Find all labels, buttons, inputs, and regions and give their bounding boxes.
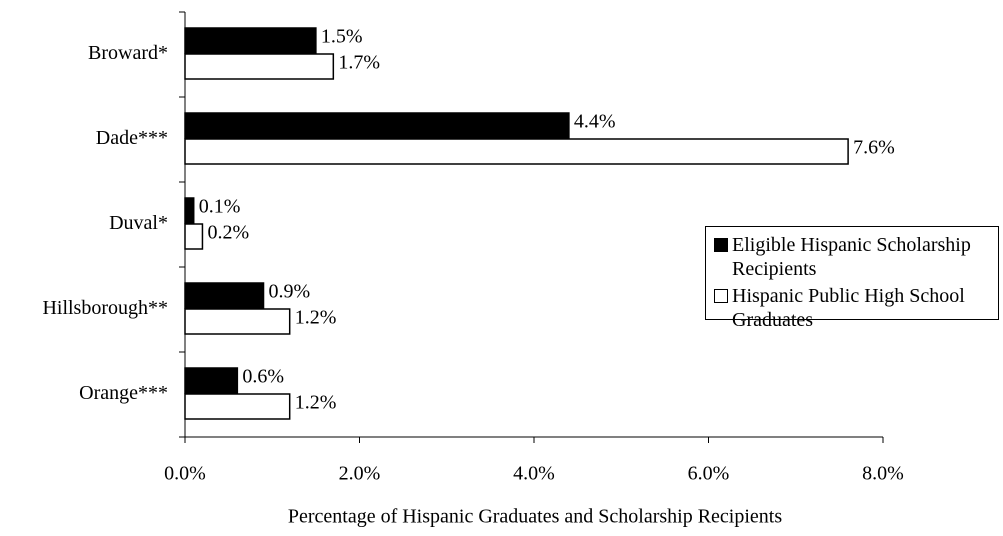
y-tick-label: Hillsborough** [42, 297, 168, 319]
value-label: 1.2% [295, 392, 337, 414]
legend-swatch [714, 289, 728, 303]
y-tick-label: Orange*** [79, 382, 168, 404]
value-label: 0.2% [207, 222, 249, 244]
x-tick-label: 6.0% [688, 463, 730, 485]
bar [184, 367, 239, 394]
x-tick-label: 0.0% [164, 463, 206, 485]
bar [184, 223, 204, 250]
bar [184, 112, 570, 139]
value-label: 7.6% [853, 137, 895, 159]
bar [184, 53, 335, 80]
legend-label: Hispanic Public High School Graduates [732, 285, 965, 331]
bar [184, 138, 849, 165]
legend-item: Hispanic Public High School Graduates [714, 284, 998, 332]
x-tick-label: 8.0% [862, 463, 904, 485]
x-axis-title: Percentage of Hispanic Graduates and Sch… [288, 506, 783, 528]
x-tick-label: 4.0% [513, 463, 555, 485]
value-label: 1.7% [338, 52, 380, 74]
bar [184, 27, 317, 54]
bar [184, 282, 265, 309]
value-label: 1.2% [295, 307, 337, 329]
legend: Eligible Hispanic Scholarship Recipients… [705, 226, 999, 331]
value-label: 1.5% [321, 26, 363, 48]
value-label: 0.6% [242, 366, 284, 388]
legend-label: Eligible Hispanic Scholarship Recipients [732, 234, 971, 280]
bar [184, 308, 291, 335]
value-label: 4.4% [574, 111, 616, 133]
x-tick-label: 2.0% [339, 463, 381, 485]
y-tick-label: Broward* [88, 42, 168, 64]
y-tick-label: Duval* [109, 212, 168, 234]
legend-item: Eligible Hispanic Scholarship Recipients [714, 233, 998, 281]
bar [184, 393, 291, 420]
value-label: 0.9% [269, 281, 311, 303]
y-tick-label: Dade*** [96, 127, 168, 149]
value-label: 0.1% [199, 196, 241, 218]
legend-swatch [714, 238, 728, 252]
bar [184, 197, 195, 224]
